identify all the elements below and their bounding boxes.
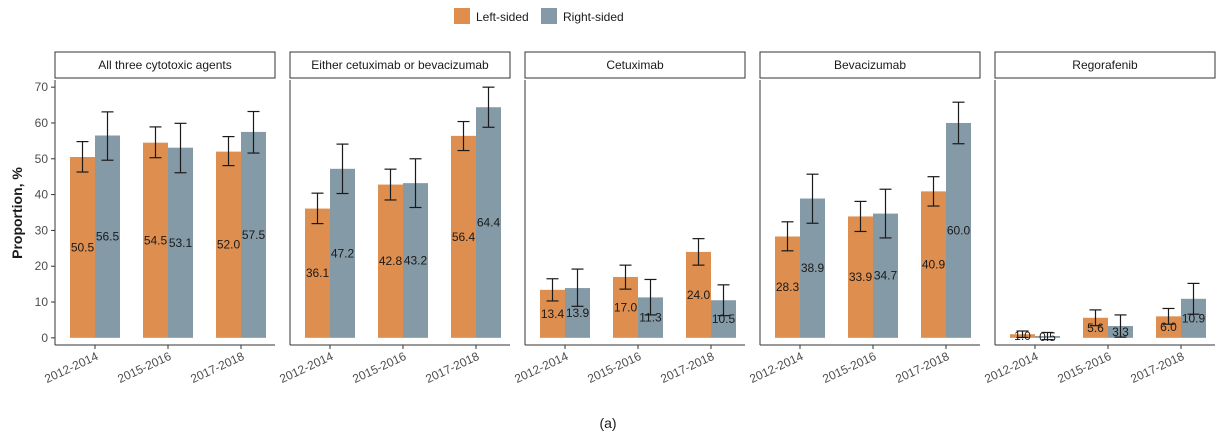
bar <box>305 208 330 338</box>
bar <box>921 191 946 338</box>
bar <box>1083 317 1108 338</box>
bar <box>403 183 428 338</box>
data-label: 40.9 <box>922 258 946 272</box>
data-label: 33.9 <box>849 270 873 284</box>
data-label: 5.6 <box>1087 321 1104 335</box>
y-tick-label: 20 <box>35 259 49 273</box>
facet-panel: Either cetuximab or bevacizumab 2012-2014… <box>277 51 511 386</box>
data-label: 28.3 <box>776 280 800 294</box>
facet-strip-title: Either cetuximab or bevacizumab <box>311 58 489 72</box>
facet-strip-title: Bevacizumab <box>834 58 906 72</box>
x-tick-label: 2017-2018 <box>658 349 716 386</box>
data-label: 52.0 <box>217 238 241 252</box>
y-tick-label: 40 <box>35 188 49 202</box>
data-label: 38.9 <box>801 261 825 275</box>
bar <box>70 156 95 338</box>
bar <box>330 168 355 338</box>
y-tick-label: 30 <box>35 223 49 237</box>
x-tick-label: 2017-2018 <box>188 349 246 386</box>
y-tick-label: 50 <box>35 152 49 166</box>
y-tick-label: 0 <box>41 331 48 345</box>
facet-strip-title: All three cytotoxic agents <box>98 58 231 72</box>
data-label: 64.4 <box>477 216 501 230</box>
x-tick-label: 2017-2018 <box>1128 349 1186 386</box>
facet-panels: All three cytotoxic agents2012-201450.55… <box>42 51 1216 386</box>
facet-strip <box>759 51 981 79</box>
bar <box>143 142 168 338</box>
facet-panel: Bevacizumab 2012-2014 28.338.9 2015-2016 33.… <box>747 51 981 386</box>
x-tick-label: 2015-2016 <box>115 349 173 386</box>
x-tick-label: 2017-2018 <box>423 349 481 386</box>
legend: Left-sided Right-sided <box>454 8 624 24</box>
bar <box>378 184 403 338</box>
figure-caption: (a) <box>599 415 616 431</box>
data-label: 56.4 <box>452 230 476 244</box>
data-label: 6.0 <box>1160 320 1177 334</box>
data-label: 10.5 <box>712 312 736 326</box>
data-label: 24.0 <box>687 288 711 302</box>
facet-strip <box>54 51 276 79</box>
bar <box>1156 316 1181 338</box>
data-label: 34.7 <box>874 269 898 283</box>
facet-panel: All three cytotoxic agents2012-201450.55… <box>42 51 276 386</box>
data-label: 13.9 <box>566 306 590 320</box>
bar <box>451 135 476 338</box>
legend-swatch <box>541 8 557 24</box>
data-label: 11.3 <box>639 311 662 325</box>
bar <box>946 122 971 338</box>
bar <box>775 236 800 338</box>
data-label: 13.4 <box>541 307 565 321</box>
legend-label: Right-sided <box>563 10 624 24</box>
x-tick-label: 2017-2018 <box>893 349 951 386</box>
x-tick-label: 2012-2014 <box>747 349 805 386</box>
bar <box>216 151 241 338</box>
facet-panel: Regorafenib 2012-2014 1.0 0.5 2015-2016 5.6 3.… <box>982 51 1216 386</box>
data-label: 43.2 <box>404 253 428 267</box>
data-label: 56.5 <box>96 230 120 244</box>
y-axis-label: Proportion, % <box>9 167 25 259</box>
data-label: 17.0 <box>614 300 638 314</box>
x-tick-label: 2012-2014 <box>277 349 335 386</box>
data-label: 42.8 <box>379 254 403 268</box>
facet-strip-title: Cetuximab <box>606 58 664 72</box>
x-tick-label: 2012-2014 <box>42 349 100 386</box>
data-label: 50.5 <box>71 240 95 254</box>
bar <box>848 216 873 338</box>
data-label: 54.5 <box>144 233 168 247</box>
bar <box>168 147 193 338</box>
data-label: 10.9 <box>1182 311 1206 325</box>
legend-swatch <box>454 8 470 24</box>
facet-strip <box>994 51 1216 79</box>
facet-strip <box>289 51 511 79</box>
x-tick-label: 2012-2014 <box>512 349 570 386</box>
data-label: 0.5 <box>1039 330 1056 344</box>
x-tick-label: 2015-2016 <box>1055 349 1113 386</box>
x-tick-label: 2012-2014 <box>982 349 1040 386</box>
y-tick-label: 70 <box>35 80 49 94</box>
data-label: 57.5 <box>242 228 266 242</box>
data-label: 1.0 <box>1014 329 1031 343</box>
bar <box>241 131 266 338</box>
y-tick-label: 10 <box>35 295 49 309</box>
facet-strip <box>524 51 746 79</box>
y-axis: 0 10 20 30 40 50 60 70 <box>35 80 55 345</box>
x-tick-label: 2015-2016 <box>820 349 878 386</box>
data-label: 47.2 <box>331 246 355 260</box>
legend-label: Left-sided <box>476 10 529 24</box>
data-label: 3.3 <box>1112 325 1129 339</box>
x-tick-label: 2015-2016 <box>585 349 643 386</box>
data-label: 60.0 <box>947 223 971 237</box>
data-label: 36.1 <box>306 266 330 280</box>
y-tick-label: 60 <box>35 116 49 130</box>
data-label: 53.1 <box>169 236 193 250</box>
bar <box>686 251 711 338</box>
x-tick-label: 2015-2016 <box>350 349 408 386</box>
bar <box>476 107 501 338</box>
facet-strip-title: Regorafenib <box>1072 58 1138 72</box>
bar <box>95 135 120 338</box>
